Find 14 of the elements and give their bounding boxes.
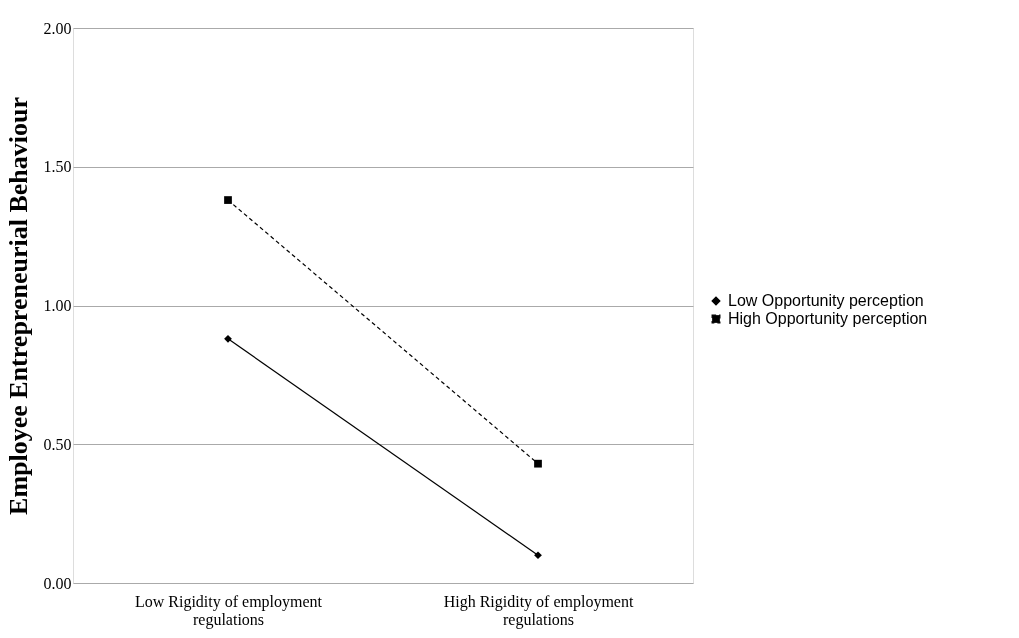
point	[534, 459, 542, 468]
point	[534, 551, 542, 560]
x-tick-label: Low Rigidity of employment regulations	[134, 592, 323, 629]
x-tick-label: High Rigidity of employment regulations	[443, 592, 634, 629]
y-axis-title: Employee Entrepreneurial Behaviour	[3, 97, 33, 515]
y-tick-label: 1.50	[43, 158, 72, 176]
point	[224, 196, 232, 204]
y-tick-label: 0.50	[43, 435, 72, 453]
y-tick-label: 2.00	[43, 19, 72, 37]
point	[224, 334, 232, 343]
y-tick-label: 1.00	[43, 297, 72, 314]
legend-label: Low Opportunity perception	[728, 292, 924, 309]
y-tick-label: 0.00	[43, 574, 72, 592]
legend-label: High Opportunity perception	[728, 310, 928, 327]
